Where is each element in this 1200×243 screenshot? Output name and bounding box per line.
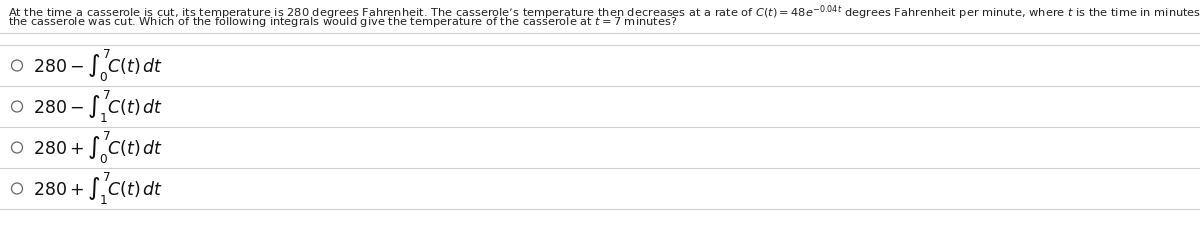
Text: $280 - \int_1^7\!C(t)\,dt$: $280 - \int_1^7\!C(t)\,dt$ <box>34 88 163 125</box>
Text: $280 + \int_1^7\!C(t)\,dt$: $280 + \int_1^7\!C(t)\,dt$ <box>34 170 163 207</box>
Bar <box>0 127 1200 168</box>
Text: $280 - \int_0^7\!C(t)\,dt$: $280 - \int_0^7\!C(t)\,dt$ <box>34 47 163 84</box>
Circle shape <box>12 183 23 194</box>
Bar <box>0 168 1200 209</box>
Circle shape <box>12 101 23 112</box>
Bar <box>0 45 1200 86</box>
Text: At the time a casserole is cut, its temperature is 280 degrees Fahrenheit. The c: At the time a casserole is cut, its temp… <box>8 3 1200 22</box>
Text: the casserole was cut. Which of the following integrals would give the temperatu: the casserole was cut. Which of the foll… <box>8 15 677 29</box>
Circle shape <box>12 142 23 153</box>
Bar <box>0 86 1200 127</box>
Circle shape <box>12 60 23 71</box>
Text: $280 + \int_0^7\!C(t)\,dt$: $280 + \int_0^7\!C(t)\,dt$ <box>34 130 163 165</box>
